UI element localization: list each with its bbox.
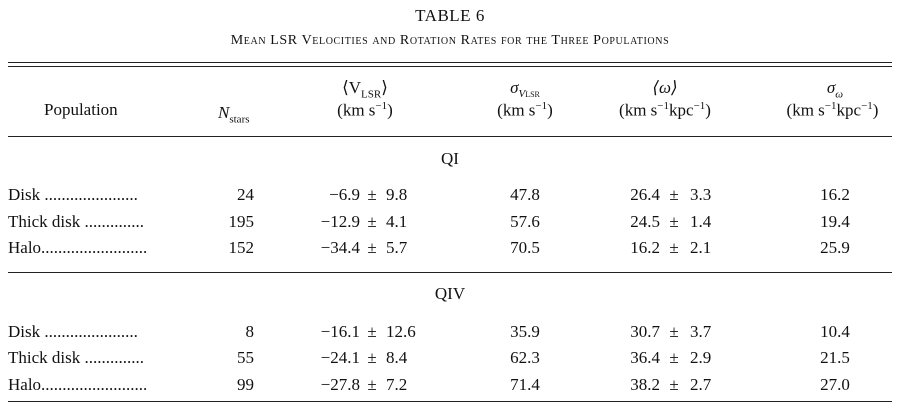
cell-vlsr-pm: ±	[367, 238, 377, 257]
cell-vlsr-err: 12.6	[386, 322, 416, 341]
cell-vlsr-pm: ±	[367, 185, 377, 204]
table-label: TABLE 6	[415, 6, 485, 25]
cell-omega-err: 1.4	[690, 212, 712, 231]
cell-vlsr-pm: ±	[367, 348, 377, 367]
cell-omega-pm: ±	[669, 212, 679, 231]
cell-nstars: 8	[245, 322, 255, 341]
cell-sigma-v: 47.8	[510, 185, 540, 204]
cell-vlsr-pm: ±	[367, 375, 377, 394]
cell-population: Disk ......................	[8, 185, 138, 204]
cell-sigma-omega: 16.2	[820, 185, 850, 204]
cell-vlsr: −34.4	[320, 238, 360, 257]
cell-omega: 36.4	[630, 348, 660, 367]
cell-omega-pm: ±	[669, 348, 679, 367]
header-vlsr: ⟨VLSR⟩	[310, 78, 420, 100]
cell-population: Thick disk ..............	[8, 212, 144, 231]
bottom-rule	[8, 401, 892, 402]
cell-sigma-omega: 19.4	[820, 212, 850, 231]
cell-sigma-v: 71.4	[510, 375, 540, 394]
cell-population: Halo.........................	[8, 375, 148, 394]
cell-nstars: 55	[237, 348, 254, 367]
cell-vlsr-err: 5.7	[386, 238, 408, 257]
cell-omega-err: 2.9	[690, 348, 712, 367]
cell-omega: 26.4	[630, 185, 660, 204]
cell-sigma-v: 62.3	[510, 348, 540, 367]
top-rule-2	[8, 66, 892, 67]
cell-omega: 38.2	[630, 375, 660, 394]
header-nstars-sub: stars	[229, 113, 250, 126]
header-vlsr-main: ⟨VLSR⟩	[342, 78, 388, 101]
cell-omega: 24.5	[630, 212, 660, 231]
cell-vlsr: −16.1	[320, 322, 360, 341]
cell-population: Disk ......................	[8, 322, 138, 341]
header-sigma-omega-unit: (km s−1kpc−1)	[786, 100, 879, 120]
cell-omega-err: 2.7	[690, 375, 712, 394]
header-nstars: Nstars	[218, 103, 250, 125]
cell-sigma-v: 70.5	[510, 238, 540, 257]
table-caption: Mean LSR Velocities and Rotation Rates f…	[230, 33, 670, 48]
cell-omega: 16.2	[630, 238, 660, 257]
section-title-qiv: QIV	[434, 284, 466, 303]
cell-vlsr-pm: ±	[367, 212, 377, 231]
cell-omega-pm: ±	[669, 238, 679, 257]
cell-nstars: 99	[237, 375, 254, 394]
cell-sigma-omega: 21.5	[820, 348, 850, 367]
cell-sigma-omega: 27.0	[820, 375, 850, 394]
cell-omega-err: 3.7	[690, 322, 712, 341]
cell-vlsr-err: 7.2	[386, 375, 408, 394]
header-vlsr-unit: (km s−1)	[337, 100, 393, 120]
header-rule	[8, 136, 892, 137]
cell-vlsr: −12.9	[320, 212, 360, 231]
cell-omega: 30.7	[630, 322, 660, 341]
cell-omega-err: 2.1	[690, 238, 712, 257]
cell-population: Thick disk ..............	[8, 348, 144, 367]
header-population: Population	[44, 100, 118, 119]
cell-nstars: 152	[228, 238, 255, 257]
cell-vlsr: −6.9	[329, 185, 360, 204]
cell-omega-err: 3.3	[690, 185, 712, 204]
header-omega-unit: (km s−1kpc−1)	[619, 100, 711, 120]
cell-sigma-v: 35.9	[510, 322, 540, 341]
cell-sigma-v: 57.6	[510, 212, 540, 231]
header-sigma-v: σVLSR	[510, 78, 540, 101]
section-rule	[8, 272, 892, 273]
cell-vlsr-err: 8.4	[386, 348, 408, 367]
cell-population: Halo.........................	[8, 238, 148, 257]
header-omega: ⟨ω⟩	[652, 78, 678, 97]
cell-omega-pm: ±	[669, 322, 679, 341]
section-title-qi: QI	[441, 149, 459, 168]
cell-sigma-omega: 10.4	[820, 322, 850, 341]
cell-nstars: 24	[237, 185, 254, 204]
cell-vlsr: −24.1	[320, 348, 360, 367]
header-nstars-main: N	[218, 103, 230, 122]
cell-nstars: 195	[228, 212, 255, 231]
cell-omega-pm: ±	[669, 185, 679, 204]
cell-sigma-omega: 25.9	[820, 238, 850, 257]
cell-vlsr-err: 9.8	[386, 185, 408, 204]
header-sigma-v-unit: (km s−1)	[497, 100, 553, 120]
cell-vlsr-pm: ±	[367, 322, 377, 341]
cell-vlsr: −27.8	[320, 375, 360, 394]
cell-omega-pm: ±	[669, 375, 679, 394]
header-sigma-omega: σω	[826, 78, 844, 101]
top-rule-1	[8, 62, 892, 63]
cell-vlsr-err: 4.1	[386, 212, 408, 231]
